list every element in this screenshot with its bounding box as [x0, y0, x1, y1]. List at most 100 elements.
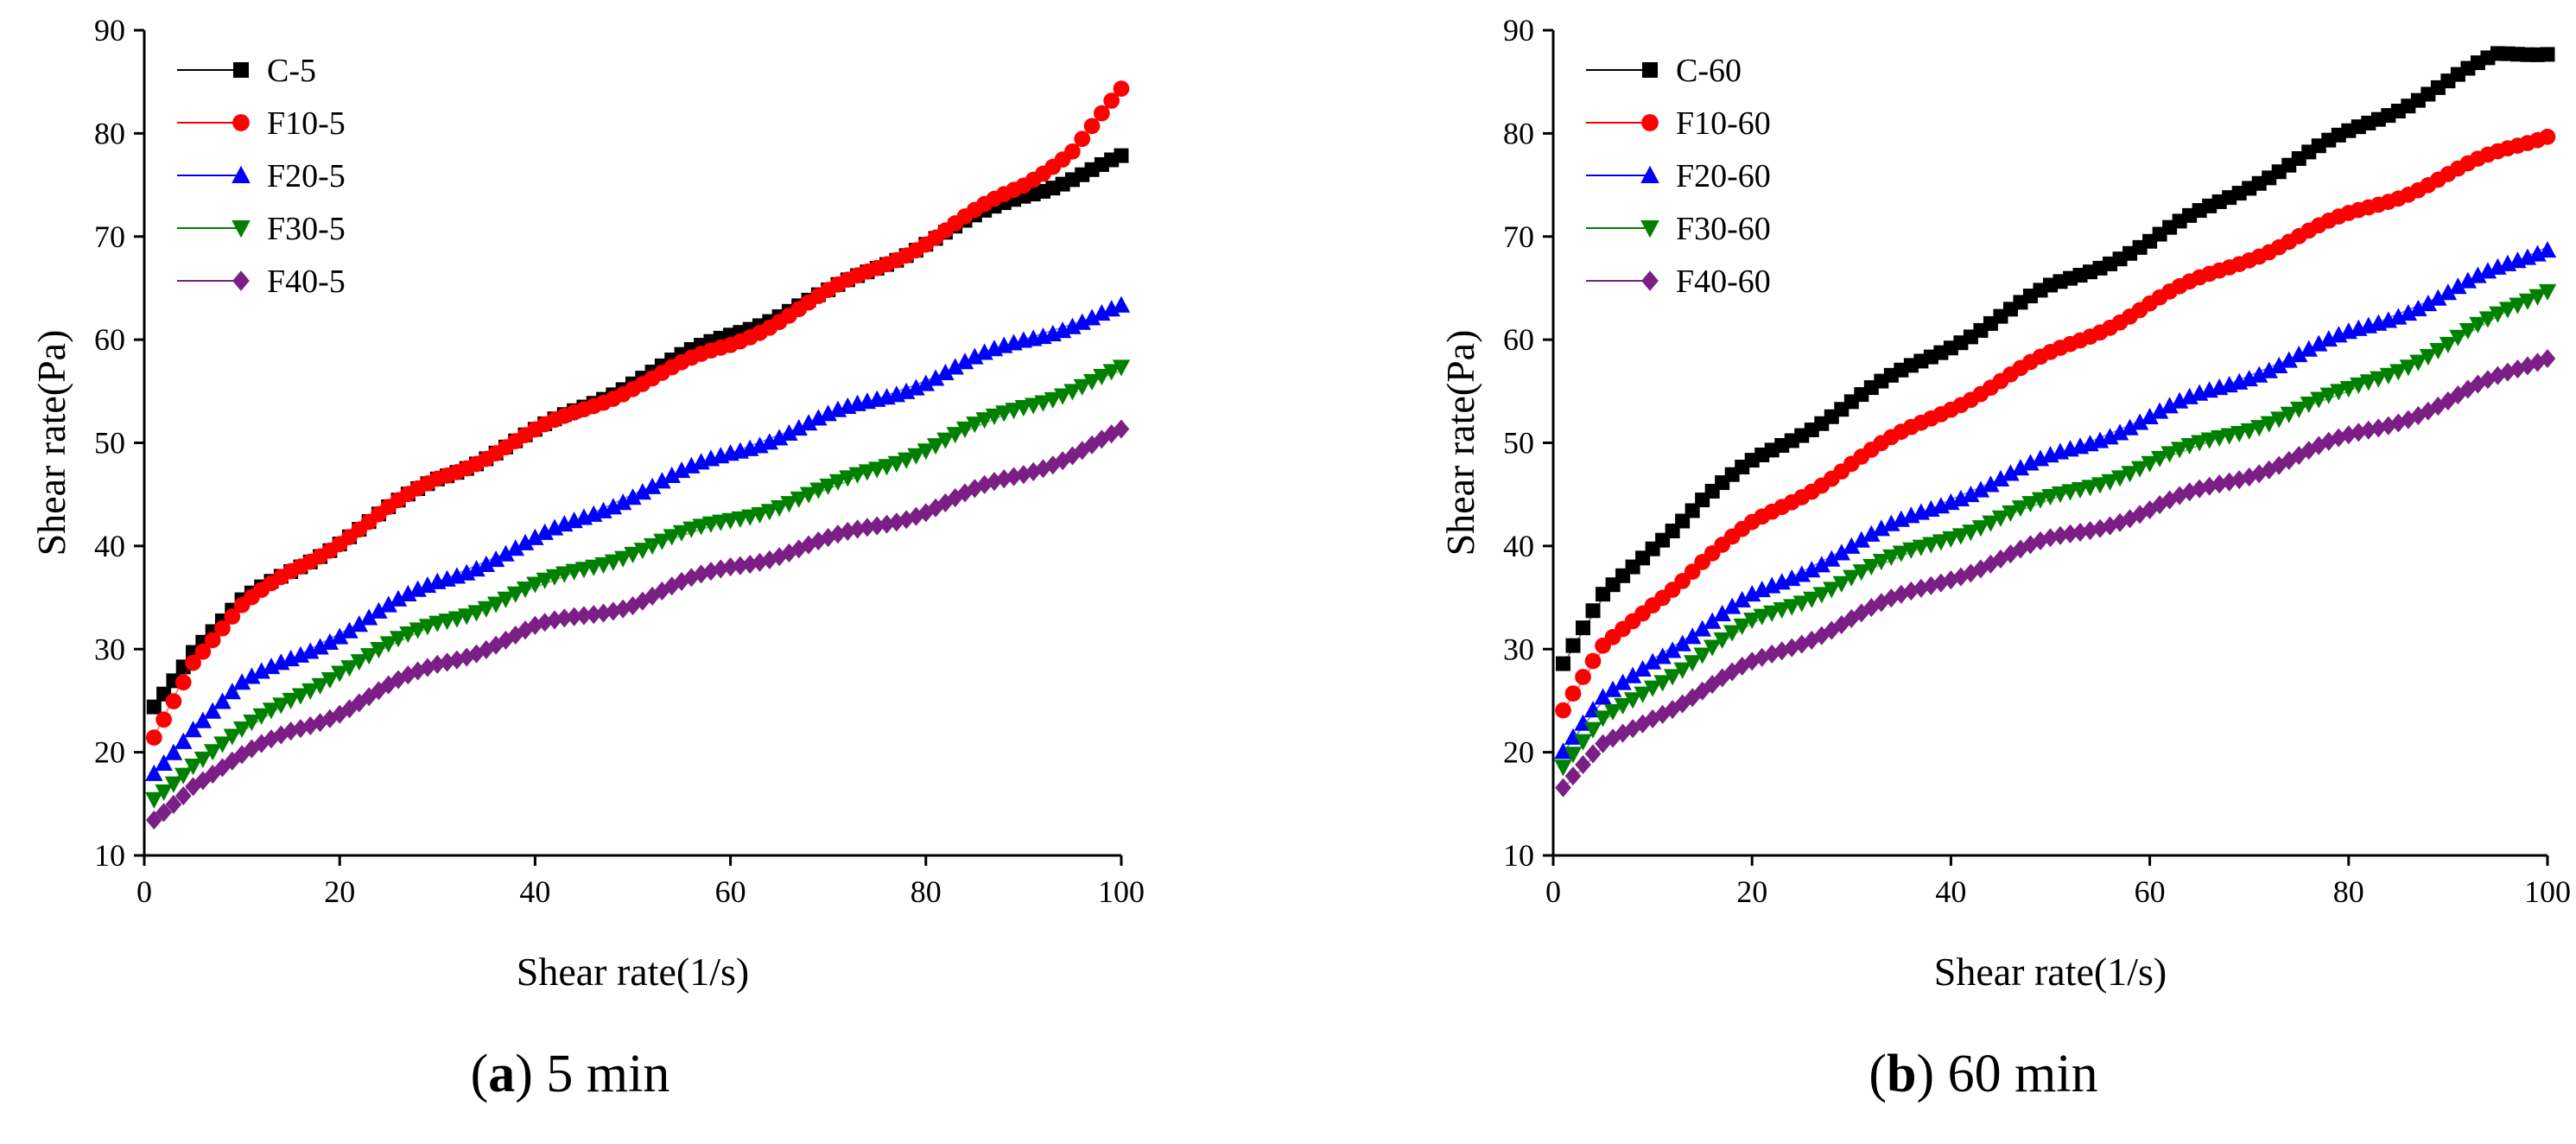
data-point [2439, 283, 2458, 301]
data-point [1983, 554, 1999, 574]
data-point [1114, 148, 1129, 163]
data-point [594, 556, 612, 575]
legend-marker [1641, 270, 1659, 291]
data-point [1643, 652, 1662, 670]
data-point [243, 715, 261, 732]
data-point [232, 721, 251, 739]
data-point [447, 611, 466, 628]
data-point [1102, 364, 1120, 381]
data-point [2101, 473, 2119, 491]
data-point [2260, 361, 2278, 378]
data-point [2478, 311, 2497, 328]
data-point [1803, 591, 1821, 608]
data-point [468, 644, 485, 664]
data-point [155, 711, 172, 728]
legend-label: F40-5 [267, 264, 346, 300]
data-point [1872, 554, 1891, 571]
data-point [224, 751, 241, 771]
data-point [1603, 680, 1622, 697]
data-point [613, 550, 632, 568]
data-point [986, 472, 1003, 492]
data-point [477, 601, 496, 618]
series-F20-60 [1554, 241, 2557, 759]
y-tick-label: 90 [94, 13, 125, 48]
data-point [2330, 428, 2347, 448]
data-point [702, 562, 720, 582]
chart-panel-a: 10 20 30 40 50 60 70 80 90 0 20 40 60 80 100 Shear rate… [29, 13, 1145, 994]
data-point [2160, 446, 2179, 463]
data-point [1753, 608, 1771, 626]
y-tick-label: 30 [94, 632, 125, 666]
data-point [1963, 563, 1979, 583]
data-point [1034, 395, 1052, 412]
data-point [2379, 367, 2398, 385]
data-point [2170, 391, 2189, 409]
data-point [1952, 567, 1970, 587]
data-point [320, 671, 339, 690]
data-point [2270, 411, 2288, 429]
data-point [828, 473, 847, 491]
data-point [1594, 688, 1612, 705]
data-point [486, 550, 505, 568]
data-point [301, 642, 320, 659]
data-point [2409, 299, 2427, 316]
data-point [185, 654, 201, 671]
data-point [712, 559, 729, 579]
data-point [2409, 354, 2427, 372]
data-point [1971, 480, 1990, 498]
x-tick-label: 100 [2524, 874, 2571, 909]
data-point [1082, 373, 1101, 391]
data-point [682, 521, 701, 538]
data-point [174, 732, 193, 749]
data-point [566, 607, 582, 626]
data-point [2339, 380, 2357, 398]
data-point [498, 630, 514, 650]
data-point [2310, 391, 2328, 409]
data-point [741, 555, 758, 575]
data-point [340, 621, 358, 639]
data-point [320, 632, 339, 650]
data-point [2150, 450, 2169, 468]
data-point [1112, 296, 1131, 313]
data-point [1951, 528, 1970, 545]
data-point [526, 576, 544, 594]
data-point [1623, 692, 1642, 709]
data-point [946, 427, 964, 444]
data-point [868, 516, 885, 536]
caption-letter: b [1887, 1045, 1917, 1103]
y-tick-label: 50 [94, 426, 125, 461]
y-tick-label: 50 [1503, 426, 1534, 461]
data-point [1783, 638, 1800, 658]
data-point [165, 794, 182, 815]
data-point [506, 539, 524, 556]
data-point [1723, 625, 1742, 642]
legend-marker [232, 270, 250, 291]
data-point [1005, 403, 1023, 420]
data-point [155, 803, 172, 823]
data-point [2021, 454, 2040, 471]
data-point [1803, 561, 1821, 578]
data-point [262, 702, 281, 720]
data-point [2061, 484, 2079, 501]
data-point [2011, 500, 2030, 518]
data-point [809, 409, 828, 426]
data-point [458, 608, 476, 626]
data-point [780, 496, 798, 513]
data-point [1843, 537, 1861, 554]
data-point [859, 518, 876, 537]
data-point [174, 767, 193, 785]
data-point [2130, 461, 2149, 478]
data-point [1693, 647, 1711, 664]
data-point [2180, 438, 2198, 455]
legend-label: C-5 [267, 53, 316, 89]
data-point [1723, 597, 1742, 614]
data-point [693, 564, 710, 584]
data-point [1094, 105, 1110, 122]
data-point [1574, 734, 1592, 751]
data-point [1576, 620, 1591, 636]
data-point [1556, 656, 1571, 671]
data-point [1812, 587, 1830, 604]
data-point [301, 683, 320, 700]
data-point [2399, 359, 2418, 377]
data-point [1555, 702, 1571, 719]
